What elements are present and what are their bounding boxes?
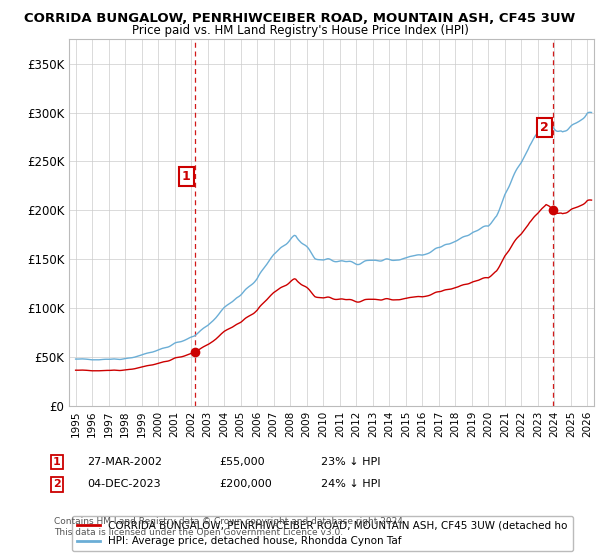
Text: 24% ↓ HPI: 24% ↓ HPI xyxy=(321,479,380,489)
Text: £200,000: £200,000 xyxy=(219,479,272,489)
Text: This data is licensed under the Open Government Licence v3.0.: This data is licensed under the Open Gov… xyxy=(54,528,343,537)
Text: Contains HM Land Registry data © Crown copyright and database right 2024.: Contains HM Land Registry data © Crown c… xyxy=(54,516,406,526)
Text: Price paid vs. HM Land Registry's House Price Index (HPI): Price paid vs. HM Land Registry's House … xyxy=(131,24,469,36)
Text: 27-MAR-2002: 27-MAR-2002 xyxy=(87,457,162,467)
Text: 1: 1 xyxy=(182,170,191,183)
Text: CORRIDA BUNGALOW, PENRHIWCEIBER ROAD, MOUNTAIN ASH, CF45 3UW: CORRIDA BUNGALOW, PENRHIWCEIBER ROAD, MO… xyxy=(25,12,575,25)
Text: 04-DEC-2023: 04-DEC-2023 xyxy=(87,479,161,489)
Text: 2: 2 xyxy=(53,479,61,489)
Text: 23% ↓ HPI: 23% ↓ HPI xyxy=(321,457,380,467)
Text: 2: 2 xyxy=(541,121,549,134)
Text: 1: 1 xyxy=(53,457,61,467)
Legend: CORRIDA BUNGALOW, PENRHIWCEIBER ROAD, MOUNTAIN ASH, CF45 3UW (detached ho, HPI: : CORRIDA BUNGALOW, PENRHIWCEIBER ROAD, MO… xyxy=(71,516,572,552)
Text: £55,000: £55,000 xyxy=(219,457,265,467)
